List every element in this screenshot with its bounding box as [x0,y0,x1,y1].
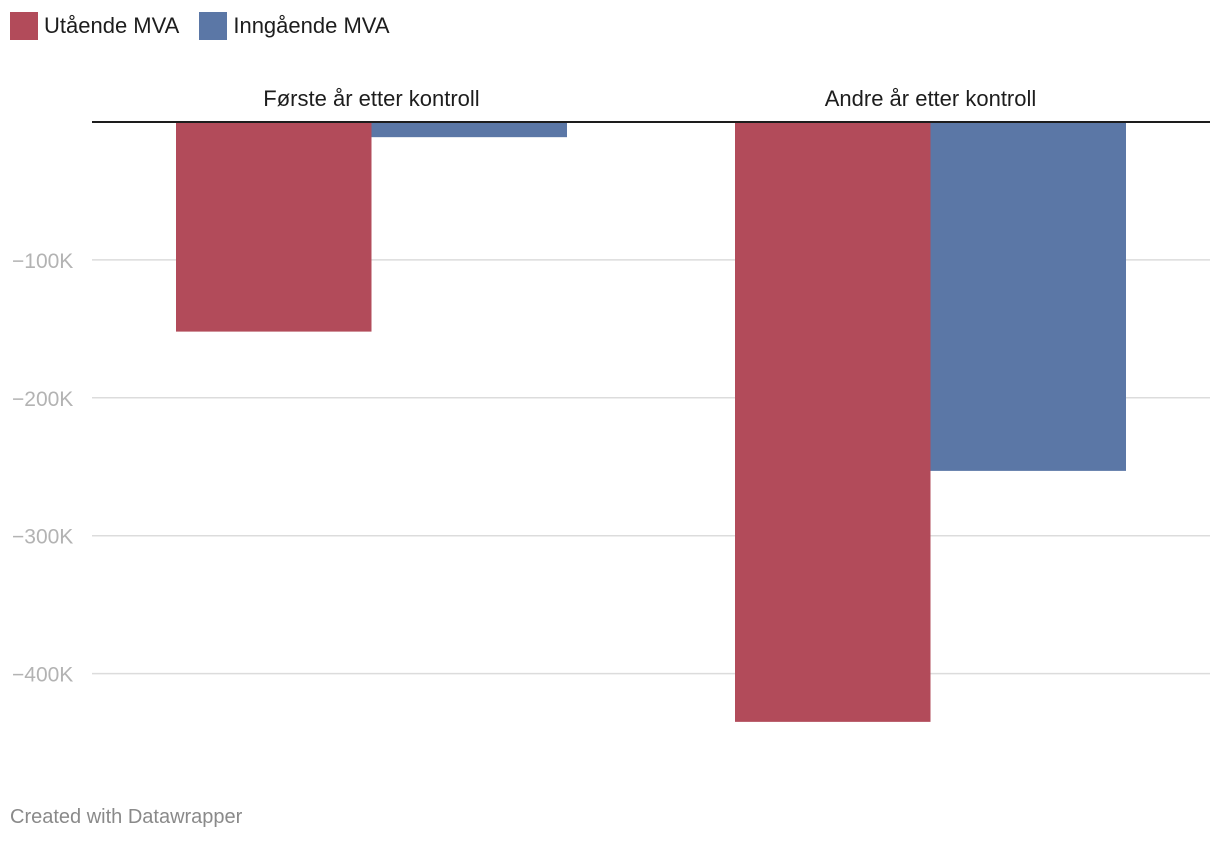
category-label: Andre år etter kontroll [825,86,1037,111]
legend-label-inngaende-mva: Inngående MVA [233,13,390,38]
bar [176,122,372,332]
y-tick-label: −300K [12,526,73,549]
chart-legend: Utående MVA Inngående MVA [10,12,390,40]
bar [735,122,931,722]
category-label: Første år etter kontroll [263,86,479,111]
legend-label-utaende-mva: Utående MVA [44,13,180,38]
y-tick-label: −100K [12,250,73,273]
legend-swatch-inngaende-mva [199,12,228,40]
legend-swatch-utaende-mva [10,12,38,40]
bar [930,122,1126,471]
legend-item-inngaende-mva: Inngående MVA [199,12,390,40]
footer-credit: Created with Datawrapper [10,806,243,828]
bar [371,122,567,138]
y-tick-label: −400K [12,664,73,687]
legend-item-utaende-mva: Utående MVA [10,12,179,40]
y-tick-label: −200K [12,388,73,411]
